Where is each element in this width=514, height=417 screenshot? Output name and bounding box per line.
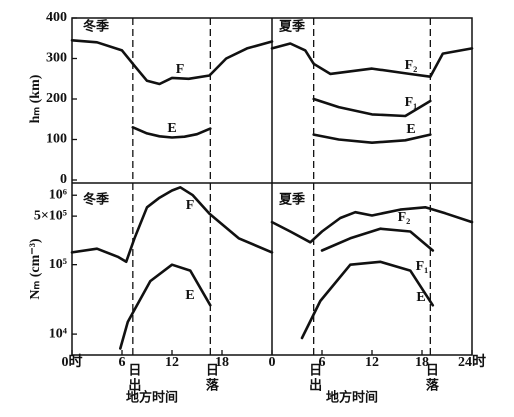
y-tick-label: 10⁵: [49, 257, 67, 272]
x-tick-label: 24时: [458, 353, 486, 370]
y-axis-label: hₘ (km): [28, 74, 43, 123]
x-axis-label: 地方时间: [326, 390, 378, 406]
x-tick-label: 0时: [62, 353, 83, 370]
curve: [70, 39, 274, 86]
y-axis-label: Nₘ (cm⁻³): [28, 238, 43, 299]
season-label: 冬季: [83, 192, 109, 208]
curve-label: F₁: [416, 259, 429, 274]
curve: [119, 263, 212, 350]
x-axis-label: 地方时间: [126, 390, 178, 406]
curve-label: F: [176, 62, 185, 77]
curve-label: F₂: [405, 58, 418, 73]
y-tick-label: 10⁴: [49, 326, 68, 341]
y-tick-label: 200: [46, 91, 67, 106]
x-tick-label: 6: [119, 355, 126, 370]
curve: [270, 206, 474, 244]
y-tick-label: 0: [60, 172, 67, 187]
curve-label: F: [186, 198, 195, 213]
y-tick-label: 5×10⁵: [34, 208, 67, 223]
curve: [300, 260, 435, 340]
y-tick-label: 10⁶: [49, 187, 67, 202]
season-label: 夏季: [278, 192, 305, 208]
sun-annotation: 日出: [306, 363, 321, 393]
sun-annotation: 日出: [125, 363, 140, 393]
y-tick-label: 300: [46, 51, 67, 66]
curve: [312, 97, 432, 118]
y-tick-label: 100: [46, 132, 67, 147]
x-tick-label: 6: [319, 355, 326, 370]
season-label: 夏季: [278, 19, 305, 35]
curve: [270, 42, 474, 78]
curve: [320, 227, 435, 252]
x-tick-label: 0: [269, 355, 276, 370]
curve-label: E: [406, 122, 415, 137]
x-tick-label: 18: [215, 355, 229, 370]
season-label: 冬季: [83, 19, 109, 35]
curve-label: E: [167, 121, 176, 136]
curve-label: F₁: [405, 95, 418, 110]
curve: [70, 186, 274, 264]
sun-annotation: 日落: [423, 363, 439, 393]
x-tick-label: 12: [165, 355, 179, 370]
curve-label: E: [185, 288, 194, 303]
curve-label: F₂: [398, 210, 411, 225]
x-tick-label: 12: [365, 355, 379, 370]
curve: [312, 133, 432, 144]
y-tick-label: 400: [46, 10, 67, 25]
curve: [131, 126, 212, 139]
sun-annotation: 日落: [203, 363, 219, 393]
curve-label: E: [416, 290, 425, 305]
x-tick-label: 18: [415, 355, 429, 370]
